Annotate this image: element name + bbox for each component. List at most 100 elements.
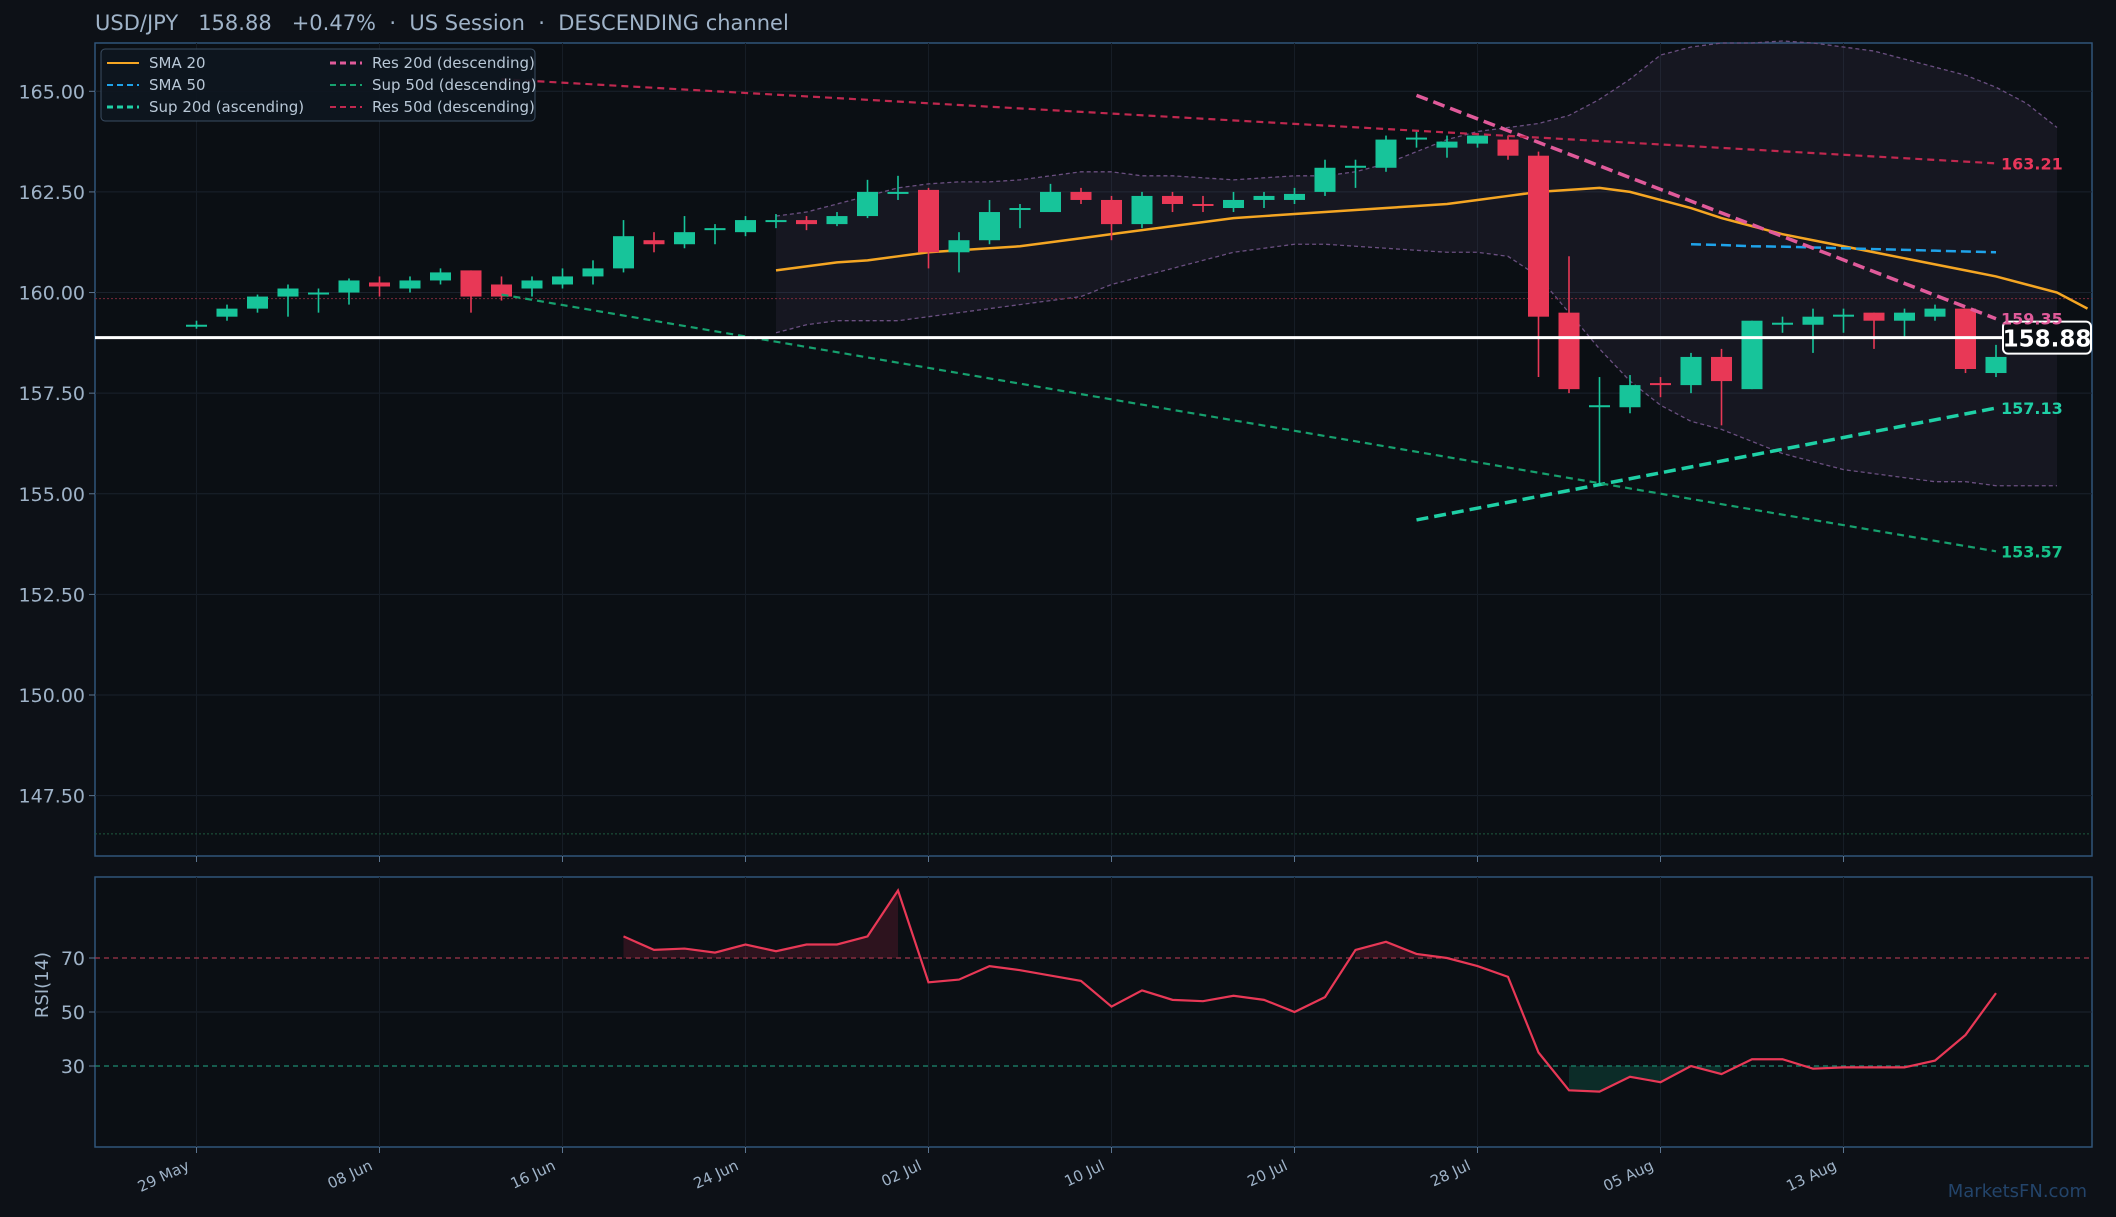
level-label: 159.35 [2001,310,2063,329]
candle-body [369,282,390,287]
candle-body [399,280,421,289]
candle-body [1894,312,1915,321]
candle-body [1680,356,1702,386]
candle-body [1467,135,1488,144]
candle-body [491,284,512,297]
rsi-y-tick-label: 70 [61,948,85,970]
rsi-grid [95,877,2092,1147]
candle-body [1772,322,1793,325]
candle-body [216,308,238,317]
rsi-y-tick-label: 30 [61,1056,85,1078]
y-tick-label: 152.50 [19,584,85,606]
bollinger-fill [776,40,2057,486]
rsi-overbought-fill [623,890,898,958]
sma20-line [775,186,2089,310]
candle-body [1985,356,2007,374]
candle-body [1192,203,1214,207]
watermark: MarketsFN.com [1948,1181,2087,1202]
candle-body [1497,139,1519,156]
price-grid [95,43,2092,856]
rsi-y-tick-label: 50 [61,1002,85,1024]
sma50-line [1690,242,1997,254]
price-x-ticks [196,856,1844,862]
chart-title: USD/JPY 158.88 +0.47% · US Session · DES… [95,11,789,35]
candle-body [1741,320,1763,390]
y-tick-label: 147.50 [19,786,85,808]
level-label: 157.13 [2001,399,2063,418]
candle-body [979,212,1000,241]
candle-body [1802,316,1824,325]
price-panel-frame [94,42,2093,857]
candle-body [1375,139,1397,168]
candle-body [1406,137,1427,140]
candle-body [1863,312,1885,321]
y-tick-label: 160.00 [19,283,85,305]
price-panel: 158.88 163.21 159.35 157.13 153.57 147.50 15… [19,40,2093,862]
y-tick-label: 155.00 [19,484,85,506]
candle-body [643,240,665,245]
current-price-label: 158.88 [2003,327,2092,353]
candle-body [796,220,817,225]
candle-body [1589,405,1610,408]
candle-body [826,216,848,225]
indicator-lines [775,186,2089,310]
level-labels: 163.21 159.35 157.13 153.57 [2001,154,2063,561]
res-50d-descending-line [501,78,1997,165]
candle-body [460,270,482,297]
legend: SMA 20 SMA 50 Sup 20d (ascending) Res 20d (… [100,48,537,122]
candle-body [277,288,299,297]
candle-body [338,280,360,293]
legend-label: Sup 50d (descending) [372,76,537,94]
candle-body [247,296,268,309]
candle-body [521,280,543,289]
reference-levels [95,298,2092,835]
rsi-y-label: RSI(14) [32,952,53,1018]
candle-body [1101,199,1122,225]
legend-box [100,48,536,122]
candle-body [1131,195,1153,225]
legend-label: Res 50d (descending) [372,98,535,116]
rsi-line [623,888,1997,1093]
candle-body [765,220,787,223]
y-tick-label: 162.50 [19,182,85,204]
candle-body [1528,155,1549,317]
y-tick-label: 150.00 [19,685,85,707]
candle-body [887,191,909,194]
candle-body [430,272,451,281]
candle-body [308,292,329,295]
candle-body [1223,199,1244,209]
candle-body [186,324,207,327]
candle-body [1436,141,1458,148]
current-price-badge [2002,320,2092,355]
candle-body [1833,314,1854,317]
candle-body [1619,385,1641,408]
candle-body [704,228,726,231]
candle-body [1162,195,1183,204]
price-y-axis: 147.50 150.00 152.50 155.00 157.50 160.00 162.… [19,81,95,808]
candle-body [674,232,695,245]
candle-body [582,268,604,277]
bollinger-upper [775,40,2058,217]
legend-label: SMA 20 [149,54,206,72]
rsi-y-axis: 30 50 70 RSI(14) [32,948,95,1078]
legend-label: Sup 20d (ascending) [149,98,304,116]
rsi-overbought-fill [1355,941,1447,958]
candle-body [735,220,756,233]
candle-body [948,240,970,253]
candle-body [1650,383,1671,386]
y-tick-label: 157.50 [19,383,85,405]
candle-body [1009,208,1031,211]
candle-body [1314,167,1336,192]
candle-body [918,189,939,253]
candle-body [1345,165,1366,168]
bollinger-bands [775,40,2058,487]
legend-label: Res 20d (descending) [372,54,535,72]
res-20d-descending-line [1415,93,1997,321]
candle-body [1711,356,1732,382]
y-tick-label: 165.00 [19,81,85,103]
level-label: 163.21 [2001,154,2063,173]
bollinger-lower [775,243,2057,487]
candle-body [1070,191,1092,200]
legend-label: SMA 50 [149,76,206,94]
